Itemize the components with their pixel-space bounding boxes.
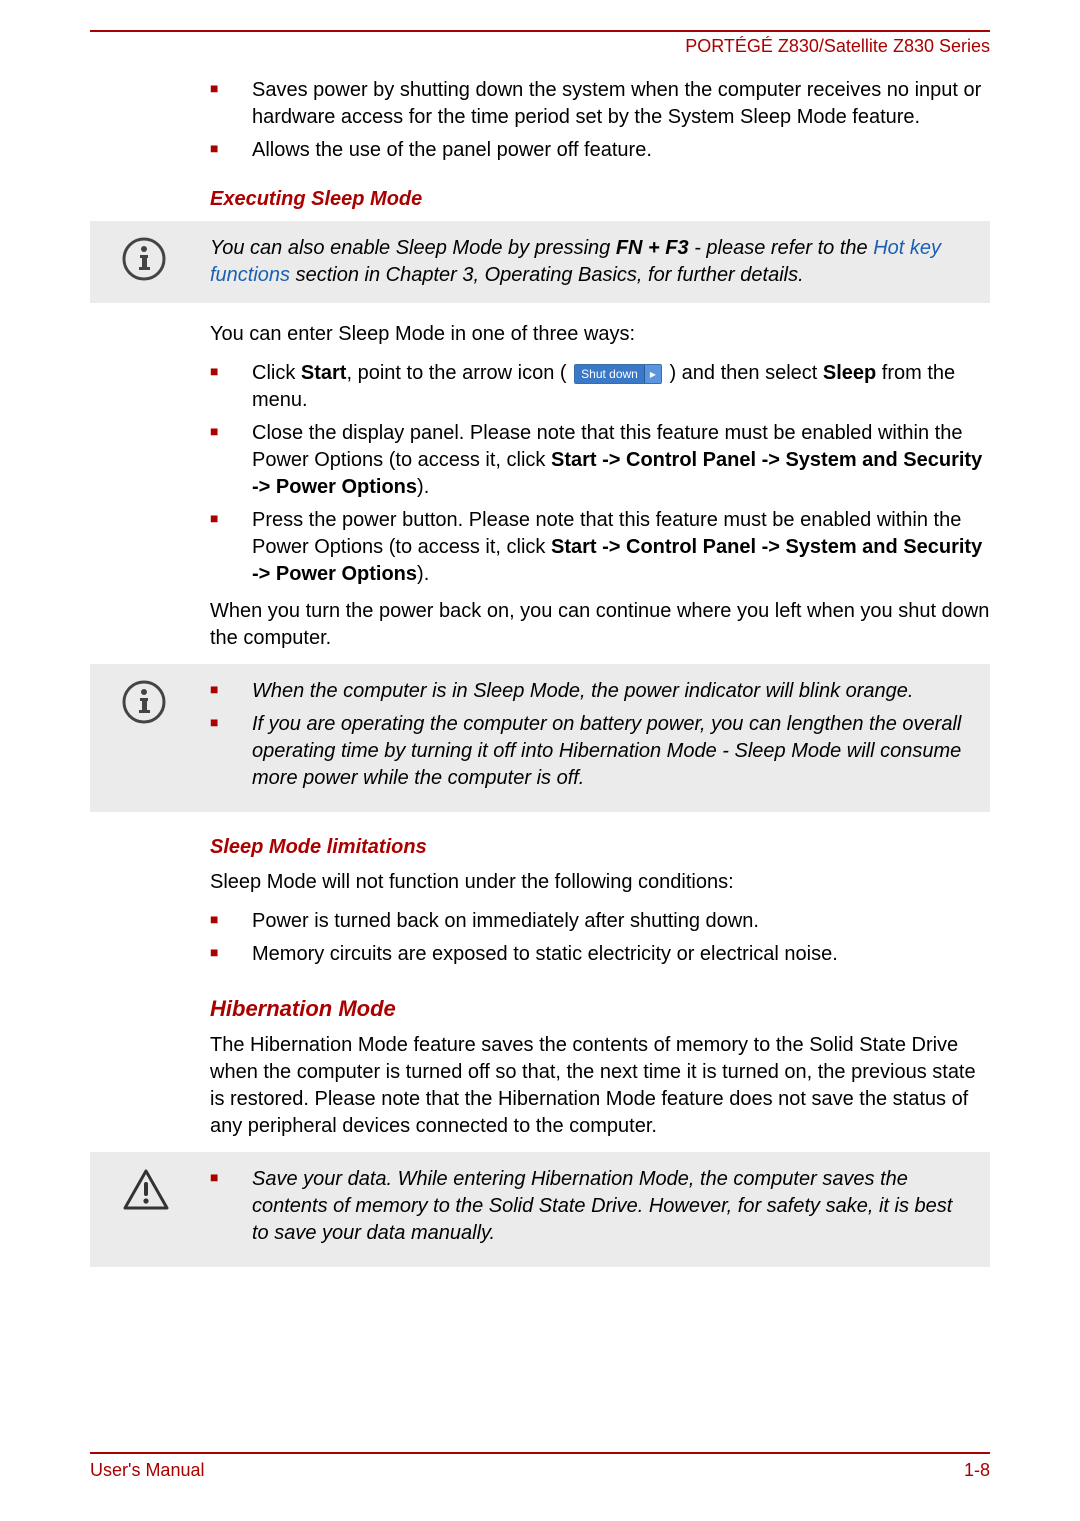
list-item: Power is turned back on immediately afte…: [210, 908, 990, 935]
heading-hibernation: Hibernation Mode: [210, 996, 990, 1022]
footer-rule: [90, 1452, 990, 1454]
footer-right: 1-8: [964, 1460, 990, 1481]
text: ).: [417, 563, 429, 585]
limitations-list: Power is turned back on immediately afte…: [210, 908, 990, 968]
warning-body: Save your data. While entering Hibernati…: [210, 1166, 974, 1253]
info-icon: [90, 235, 210, 281]
list-item: Click Start, point to the arrow icon ( S…: [210, 360, 990, 414]
list-item: Memory circuits are exposed to static el…: [210, 941, 990, 968]
header-rule: [90, 30, 990, 32]
page-footer: User's Manual 1-8: [90, 1452, 990, 1481]
text: ).: [417, 476, 429, 498]
list-item: Press the power button. Please note that…: [210, 507, 990, 588]
para-continue: When you turn the power back on, you can…: [210, 598, 990, 652]
list-item: Save your data. While entering Hibernati…: [210, 1166, 974, 1247]
info-note-body: When the computer is in Sleep Mode, the …: [210, 678, 974, 798]
info-note-sleep: When the computer is in Sleep Mode, the …: [90, 664, 990, 812]
text: - please refer to the: [689, 237, 874, 259]
shutdown-button-widget: Shut down▸: [574, 364, 662, 384]
shutdown-main: Shut down: [575, 365, 644, 383]
info-note-exec: You can also enable Sleep Mode by pressi…: [90, 221, 990, 303]
key-combo: FN + F3: [616, 237, 689, 259]
text: You can also enable Sleep Mode by pressi…: [210, 237, 616, 259]
list-item: If you are operating the computer on bat…: [210, 711, 974, 792]
text: Click: [252, 362, 301, 384]
text: ) and then select: [664, 362, 823, 384]
three-ways-list: Click Start, point to the arrow icon ( S…: [210, 360, 990, 588]
sleep-label: Sleep: [823, 362, 876, 384]
intro-bullet-list: Saves power by shutting down the system …: [210, 77, 990, 164]
header-series: PORTÉGÉ Z830/Satellite Z830 Series: [90, 36, 990, 57]
list-item: Close the display panel. Please note tha…: [210, 420, 990, 501]
footer-left: User's Manual: [90, 1460, 204, 1481]
text: section in Chapter 3, Operating Basics, …: [290, 264, 804, 286]
para-hibernation: The Hibernation Mode feature saves the c…: [210, 1032, 990, 1140]
para-limitations: Sleep Mode will not function under the f…: [210, 869, 990, 896]
warning-icon: [90, 1166, 210, 1212]
list-item: Saves power by shutting down the system …: [210, 77, 990, 131]
list-item: Allows the use of the panel power off fe…: [210, 137, 990, 164]
info-note-text: You can also enable Sleep Mode by pressi…: [210, 235, 974, 289]
heading-sleep-limitations: Sleep Mode limitations: [210, 836, 990, 859]
text: , point to the arrow icon (: [346, 362, 572, 384]
start-label: Start: [301, 362, 347, 384]
shutdown-arrow-icon: ▸: [644, 365, 661, 383]
warning-note-hibernation: Save your data. While entering Hibernati…: [90, 1152, 990, 1267]
para-three-ways: You can enter Sleep Mode in one of three…: [210, 321, 990, 348]
info-icon: [90, 678, 210, 724]
heading-executing-sleep: Executing Sleep Mode: [210, 188, 990, 211]
list-item: When the computer is in Sleep Mode, the …: [210, 678, 974, 705]
